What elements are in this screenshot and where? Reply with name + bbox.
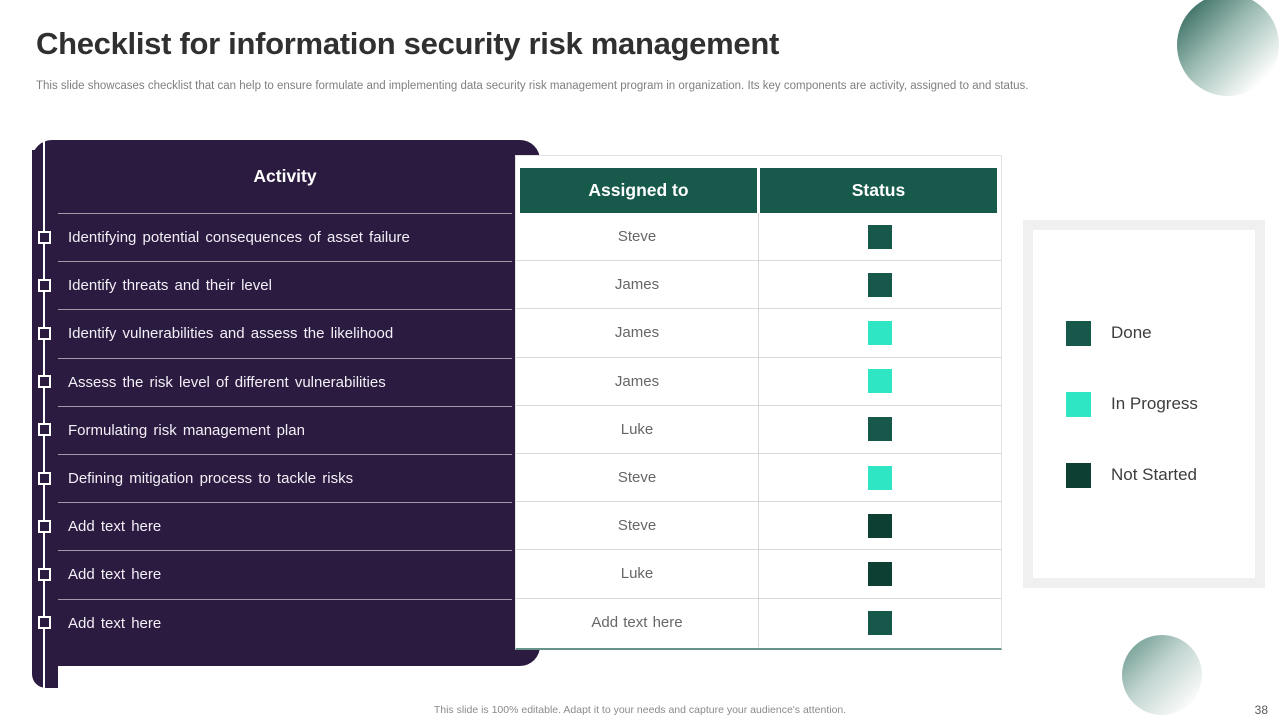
table-header-row: Assigned to Status [520, 168, 997, 213]
assigned-to-cell: Add text here [516, 598, 759, 647]
status-cell [759, 599, 1001, 647]
status-cell [759, 454, 1001, 503]
table-row: James [516, 309, 1001, 358]
activity-row: Add text here [58, 598, 512, 647]
checkbox-bullet-icon [37, 230, 51, 244]
legend-item: Not Started [1066, 462, 1255, 488]
legend-swatch-in_progress [1066, 391, 1091, 417]
top-right-gradient-circle [1177, 0, 1279, 96]
activity-column-header: Activity [253, 166, 317, 186]
activity-column: Activity Identifying potential consequen… [58, 140, 512, 647]
checkbox-bullet-icon [37, 616, 51, 630]
status-swatch-done [868, 224, 892, 249]
checkbox-bullet-icon [37, 519, 51, 533]
activity-row: Identify vulnerabilities and assess the … [58, 309, 512, 357]
checkbox-bullet-icon [37, 375, 51, 389]
assigned-to-cell: Luke [516, 550, 759, 599]
status-swatch-not_started [868, 561, 892, 586]
table-row: Steve [516, 502, 1001, 551]
status-swatch-not_started [868, 513, 892, 538]
page-title: Checklist for information security risk … [36, 26, 779, 61]
status-column-header: Status [760, 168, 997, 213]
assigned-to-cell: James [516, 261, 759, 310]
status-legend-frame: Done In Progress Not Started [1023, 220, 1265, 588]
status-cell [759, 358, 1001, 406]
status-legend: Done In Progress Not Started [1033, 230, 1255, 578]
status-cell [759, 502, 1001, 551]
legend-item: In Progress [1066, 391, 1255, 417]
checkbox-bullet-icon [37, 278, 51, 292]
status-swatch-in_progress [868, 320, 892, 345]
activity-row: Add text here [58, 502, 512, 550]
checklist-vertical-line [43, 140, 45, 688]
activity-row: Identifying potential consequences of as… [58, 213, 512, 261]
assigned-to-cell: James [516, 309, 759, 358]
assigned-to-cell: Steve [516, 453, 759, 503]
assigned-to-cell: Steve [516, 502, 759, 551]
status-swatch-done [868, 417, 892, 442]
activity-row: Defining mitigation process to tackle ri… [58, 453, 512, 502]
table-row: Steve [516, 213, 1001, 262]
activity-panel [32, 140, 540, 666]
table-row: James [516, 261, 1001, 310]
assigned-to-cell: James [516, 357, 759, 406]
activity-row: Add text here [58, 550, 512, 598]
activity-row: Formulating risk management plan [58, 405, 512, 454]
footer-note: This slide is 100% editable. Adapt it to… [433, 704, 847, 716]
status-cell [759, 550, 1001, 599]
activity-row: Assess the risk level of different vulne… [58, 357, 512, 406]
assignment-status-table: Assigned to Status Steve James James James L… [515, 155, 1002, 650]
assigned-to-column-header: Assigned to [520, 168, 757, 213]
table-row: Add text here [516, 598, 1001, 647]
checkbox-bullet-icon [37, 327, 51, 340]
checkbox-bullet-icon [37, 568, 51, 581]
status-cell [759, 213, 1001, 262]
legend-label: Not Started [1111, 465, 1197, 484]
bottom-right-gradient-circle [1122, 635, 1202, 715]
legend-swatch-not_started [1066, 462, 1091, 488]
legend-item: Done [1066, 320, 1255, 346]
checkbox-bullet-icon [37, 423, 51, 437]
table-row: James [516, 357, 1001, 406]
table-row: Luke [516, 550, 1001, 599]
status-swatch-in_progress [868, 369, 892, 394]
status-cell [759, 309, 1001, 358]
legend-swatch-done [1066, 320, 1091, 346]
status-swatch-done [868, 610, 892, 635]
table-row: Luke [516, 405, 1001, 454]
slide-subtitle: This slide showcases checklist that can … [36, 80, 1029, 92]
legend-label: In Progress [1111, 394, 1198, 413]
activity-rows: Identifying potential consequences of as… [58, 213, 512, 647]
assigned-to-cell: Luke [516, 405, 759, 454]
checkbox-bullet-icon [37, 471, 51, 485]
status-cell [759, 406, 1001, 454]
status-cell [759, 261, 1001, 310]
legend-label: Done [1111, 323, 1152, 342]
activity-row: Identify threats and their level [58, 261, 512, 309]
assigned-to-cell: Steve [516, 213, 759, 262]
status-swatch-done [868, 272, 892, 297]
page-number: 38 [1254, 703, 1268, 717]
status-swatch-in_progress [868, 465, 892, 490]
table-row: Steve [516, 453, 1001, 503]
table-body: Steve James James James Luke Steve Steve Luke Ad… [516, 213, 1001, 647]
